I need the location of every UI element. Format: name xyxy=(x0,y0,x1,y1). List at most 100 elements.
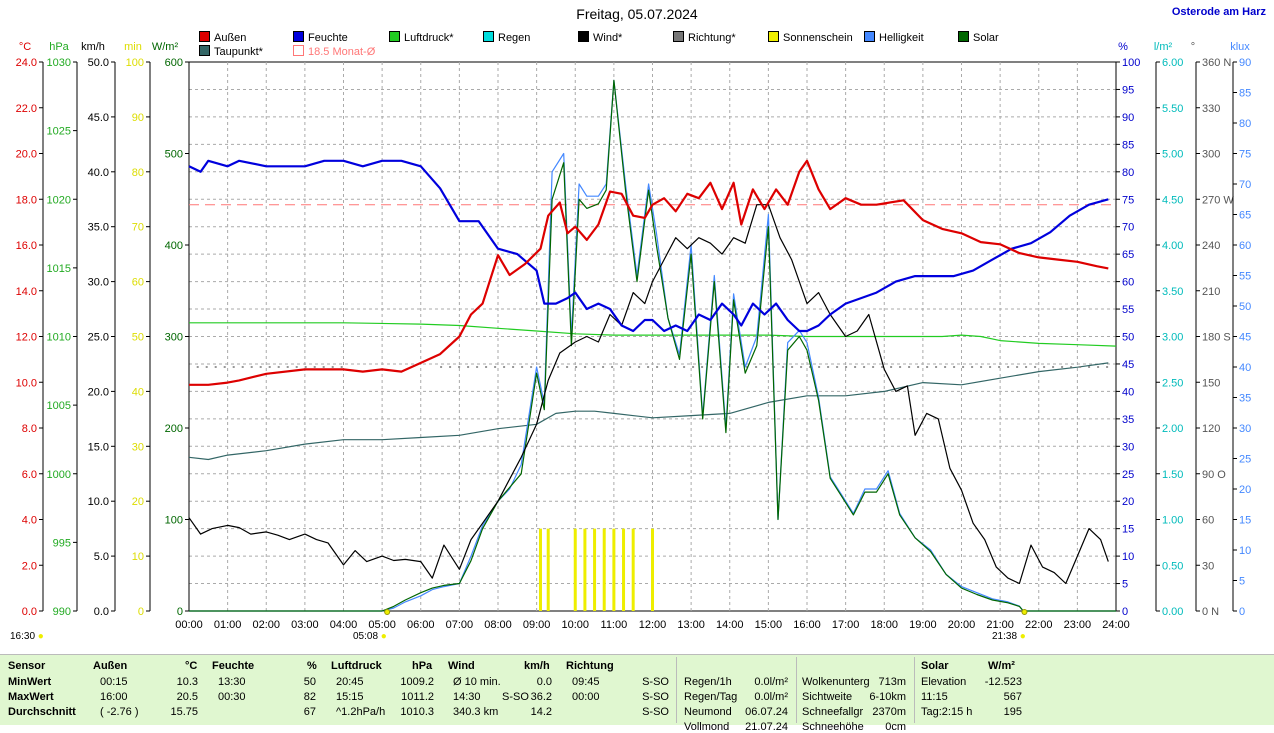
footer-cell-info2-label: Sichtweite xyxy=(802,691,853,703)
sunshine-bar xyxy=(612,528,616,611)
axis-tick-label: 15 xyxy=(1239,515,1251,527)
footer-divider xyxy=(914,657,915,723)
header-sensor: Sensor xyxy=(8,660,46,672)
axis-tick-label: 70 xyxy=(132,222,144,234)
sunshine-bar xyxy=(583,528,587,611)
legend-item: Richtung* xyxy=(673,31,736,44)
axis-tick-label: 2.0 xyxy=(22,560,37,572)
footer-cell-richt-val: S-SO xyxy=(642,691,669,703)
axis-tick-label: 180 S xyxy=(1202,332,1231,344)
legend-item: Feuchte xyxy=(293,31,348,44)
axis-tick-label: 30.0 xyxy=(88,277,109,289)
footer-cell-richt-val: S-SO xyxy=(642,706,669,718)
axis-tick-label: 12.0 xyxy=(16,332,37,344)
axis-tick-label: 90 xyxy=(1122,112,1134,124)
legend-label: Feuchte xyxy=(308,32,348,44)
axis-tick-label: 2.50 xyxy=(1162,377,1183,389)
legend-item: Wind* xyxy=(578,31,622,44)
axis-tick-label: 3.50 xyxy=(1162,286,1183,298)
legend-item: Sonnenschein xyxy=(768,31,853,44)
x-tick-label: 10:00 xyxy=(561,619,589,631)
axis-tick-label: 50.0 xyxy=(88,57,109,69)
axis-tick-label: 85 xyxy=(1122,139,1134,151)
axis-unit-label: W/m² xyxy=(152,41,179,53)
axis-tick-label: 10 xyxy=(1122,551,1134,563)
x-tick-label: 00:00 xyxy=(175,619,203,631)
header-solar: Solar xyxy=(921,660,949,672)
series-au-en xyxy=(189,159,1109,386)
footer-cell-info2-label: Wolkenunterg xyxy=(802,676,870,688)
axis-tick-label: 4.00 xyxy=(1162,240,1183,252)
footer-cell-druck-val: 1011.2 xyxy=(401,691,434,703)
legend-label: Sonnenschein xyxy=(783,32,853,44)
x-axis: 00:00 01:00 02:00 03:00 04:00 05:00 06:00 07:00… xyxy=(175,619,1130,631)
footer-cell-aussen-time: ( -2.76 ) xyxy=(100,706,139,718)
footer-cell-aussen-time: 16:00 xyxy=(100,691,128,703)
legend-label: Wind* xyxy=(593,32,623,44)
axis-direction: 0 N 30 60 90 O 120 150 180 S 210 240 270 W 300 330 3… xyxy=(1191,41,1235,618)
axis-tick-label: 995 xyxy=(53,537,71,549)
axis-tick-label: 95 xyxy=(1122,84,1134,96)
axis-unit-label: °C xyxy=(19,41,31,53)
axis-tick-label: 40.0 xyxy=(88,167,109,179)
sunrise-time: 05:08 xyxy=(353,631,379,642)
axis-tick-label: 300 xyxy=(1202,149,1220,161)
axis-solar: 0 100 200 300 400 500 600 W/m² xyxy=(152,41,190,618)
footer-cell-info1-label: Neumond xyxy=(684,706,732,718)
axis-tick-label: 14.0 xyxy=(16,286,37,298)
footer-cell-wind-time: 340.3 km xyxy=(453,706,499,718)
axis-tick-label: 80 xyxy=(1122,167,1134,179)
footer-cell-feuchte-time: 00:30 xyxy=(218,691,246,703)
legend-label: Taupunkt* xyxy=(214,46,263,58)
axis-tick-label: 1025 xyxy=(47,126,71,138)
axis-unit-label: klux xyxy=(1230,41,1250,53)
axis-tick-label: 200 xyxy=(165,423,183,435)
sunset-label: 21:38 ● xyxy=(992,631,1026,642)
axis-tick-label: 20 xyxy=(132,496,144,508)
footer-cell-wind-dir: S-SO xyxy=(502,691,529,703)
series-taupunkt- xyxy=(188,362,1109,461)
x-tick-label: 08:00 xyxy=(484,619,512,631)
axis-tick-label: 90 xyxy=(1239,57,1251,69)
footer-cell-info1-val: 0.0l/m² xyxy=(754,691,788,703)
axis-tick-label: 0.00 xyxy=(1162,606,1183,618)
axis-tick-label: 0 xyxy=(177,606,183,618)
footer-cell-info1-label: Regen/1h xyxy=(684,676,732,688)
footer-cell-druck-time: ^1.2hPa/h xyxy=(336,706,386,718)
sunshine-bar xyxy=(651,528,654,611)
axis-tick-label: 10 xyxy=(132,551,144,563)
axis-tick-label: 55 xyxy=(1122,304,1134,316)
series-feuchte xyxy=(188,159,1109,333)
footer-cell-richt-time: 00:00 xyxy=(572,691,600,703)
axis-sun: 0 10 20 30 40 50 60 70 80 90 100 min xyxy=(124,41,151,618)
axis-tick-label: 400 xyxy=(165,240,183,252)
axis-tick-label: 25.0 xyxy=(88,332,109,344)
sunrise-label: 05:08 ● xyxy=(353,631,387,642)
axis-tick-label: 1.50 xyxy=(1162,469,1183,481)
series-solar xyxy=(189,79,1116,612)
axis-tick-label: 0.50 xyxy=(1162,560,1183,572)
footer-cell-druck-time: 20:45 xyxy=(336,676,364,688)
sunshine-bar xyxy=(546,528,550,611)
x-tick-label: 07:00 xyxy=(446,619,474,631)
header-aussen-unit: °C xyxy=(185,660,198,672)
footer-cell-solar-val: 195 xyxy=(1003,706,1022,718)
axis-tick-label: 30 xyxy=(1122,441,1134,453)
axis-tick-label: 45 xyxy=(1239,332,1251,344)
legend-swatch xyxy=(864,31,875,42)
series-layer xyxy=(188,79,1117,612)
footer-cell-richt-time: 09:45 xyxy=(572,676,600,688)
axis-unit-label: km/h xyxy=(81,41,105,53)
series-luftdruck- xyxy=(189,322,1117,347)
axis-tick-label: 600 xyxy=(165,57,183,69)
axis-tick-label: 330 xyxy=(1202,103,1220,115)
footer-cell-feuchte-val: 67 xyxy=(303,706,316,718)
footer-cell-solar-val: -12.523 xyxy=(984,676,1022,688)
legend-item: Außen xyxy=(199,31,246,44)
legend-label: Außen xyxy=(214,32,247,44)
axis-tick-label: 1030 xyxy=(47,57,71,69)
axis-tick-label: 2.00 xyxy=(1162,423,1183,435)
axis-tick-label: 75 xyxy=(1122,194,1134,206)
axis-tick-label: 5.00 xyxy=(1162,149,1183,161)
axis-tick-label: 40 xyxy=(1122,386,1134,398)
